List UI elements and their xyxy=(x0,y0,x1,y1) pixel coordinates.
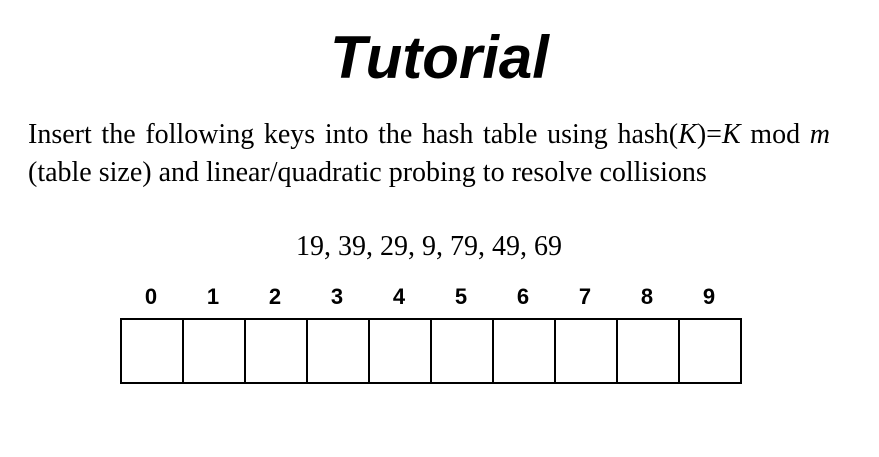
hash-table-cell xyxy=(370,320,432,382)
slide-title: Tutorial xyxy=(330,24,549,91)
instruction-text-part4: (table size) and linear/quadratic probin… xyxy=(28,157,707,188)
hash-table-cell xyxy=(184,320,246,382)
index-label: 8 xyxy=(640,284,654,309)
hash-table-cell xyxy=(556,320,618,382)
index-label: 7 xyxy=(578,284,592,309)
hash-table-cell xyxy=(246,320,308,382)
hash-table-cell xyxy=(680,320,742,382)
index-label: 3 xyxy=(330,284,344,309)
index-label: 4 xyxy=(392,284,406,309)
instruction-text-part3: mod xyxy=(740,119,810,150)
index-label: 0 xyxy=(144,284,158,309)
instruction-paragraph: Insert the following keys into the hash … xyxy=(28,116,830,192)
hash-table-cell xyxy=(432,320,494,382)
index-label: 1 xyxy=(206,284,220,309)
instruction-text-part1: Insert the following keys into the hash … xyxy=(28,119,679,150)
index-label: 9 xyxy=(702,284,716,309)
instruction-text-part2: )= xyxy=(696,119,722,150)
index-label: 5 xyxy=(454,284,468,309)
hash-table xyxy=(120,318,742,384)
keys-list: 19, 39, 29, 9, 79, 49, 69 xyxy=(296,231,562,262)
hash-table-cell xyxy=(122,320,184,382)
hash-table-cell xyxy=(618,320,680,382)
hash-table-cell xyxy=(494,320,556,382)
variable-k-first: K xyxy=(678,119,697,150)
hash-table-cell xyxy=(308,320,370,382)
variable-k-second: K xyxy=(721,119,741,150)
variable-m: m xyxy=(809,119,830,150)
index-label: 2 xyxy=(268,284,282,309)
table-index-labels: 0 1 2 3 4 5 6 7 8 9 xyxy=(120,282,740,312)
index-label: 6 xyxy=(516,284,530,309)
